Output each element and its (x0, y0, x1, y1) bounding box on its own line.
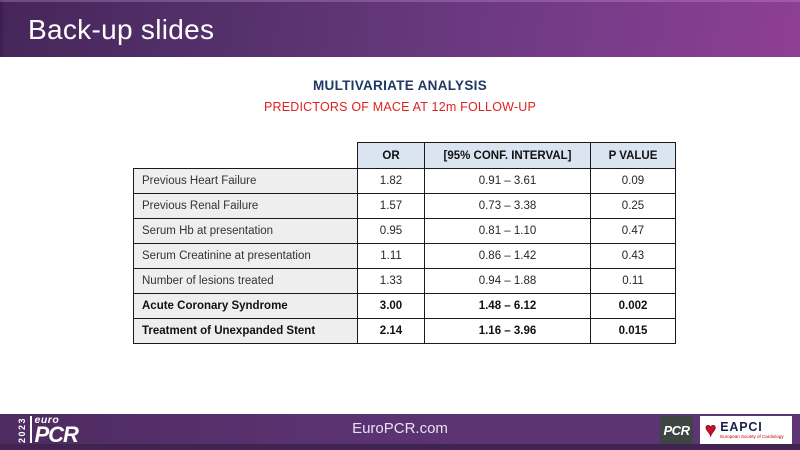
row-ci: 0.91 – 3.61 (424, 168, 591, 194)
row-pvalue: 0.25 (590, 193, 676, 219)
row-label: Previous Renal Failure (133, 193, 358, 219)
logo-euro: euro (34, 414, 60, 426)
table-row: Acute Coronary Syndrome 3.00 1.48 – 6.12… (133, 293, 676, 319)
logo-pcr: PCR (34, 421, 79, 447)
logo-divider (30, 416, 32, 444)
analysis-subtitle: PREDICTORS OF MACE AT 12m FOLLOW-UP (263, 100, 537, 114)
row-pvalue: 0.002 (590, 293, 676, 319)
row-or: 1.82 (357, 168, 425, 194)
heart-icon: ♥ (705, 420, 717, 441)
row-ci: 0.81 – 1.10 (424, 218, 591, 244)
slide-title: Back-up slides (28, 13, 215, 45)
eapci-logo: ♥ EAPCI European Society of Cardiology (700, 416, 792, 445)
row-pvalue: 0.015 (590, 318, 676, 344)
row-label: Number of lesions treated (133, 268, 358, 294)
row-ci: 0.73 – 3.38 (424, 193, 591, 219)
col-header-ci: [95% CONF. INTERVAL] (424, 142, 591, 169)
row-ci: 0.94 – 1.88 (424, 268, 591, 294)
footer-logos: PCR ♥ EAPCI European Society of Cardiolo… (660, 416, 792, 445)
table-row: Number of lesions treated 1.33 0.94 – 1.… (133, 268, 676, 294)
table-row: Previous Heart Failure 1.82 0.91 – 3.61 … (133, 168, 676, 194)
col-header-pvalue: P VALUE (590, 142, 676, 169)
footer-website: EuroPCR.com (352, 420, 448, 437)
results-table: OR [95% CONF. INTERVAL] P VALUE Previous… (133, 142, 676, 344)
table-row: Treatment of Unexpanded Stent 2.14 1.16 … (133, 318, 676, 344)
table-header-row: OR [95% CONF. INTERVAL] P VALUE (134, 142, 676, 169)
row-or: 1.11 (357, 243, 425, 269)
row-or: 1.57 (357, 193, 425, 219)
row-label: Treatment of Unexpanded Stent (133, 318, 358, 344)
row-pvalue: 0.47 (590, 218, 676, 244)
analysis-title: MULTIVARIATE ANALYSIS (312, 78, 488, 93)
row-label: Serum Creatinine at presentation (133, 243, 358, 269)
pcr-badge-logo: PCR (660, 416, 693, 445)
row-label: Previous Heart Failure (133, 168, 358, 194)
row-or: 1.33 (357, 268, 425, 294)
table-row: Previous Renal Failure 1.57 0.73 – 3.38 … (133, 193, 676, 219)
table-corner-cell (134, 143, 358, 169)
row-pvalue: 0.43 (590, 243, 676, 269)
row-or: 2.14 (357, 318, 425, 344)
table-row: Serum Creatinine at presentation 1.11 0.… (133, 243, 676, 269)
row-label: Acute Coronary Syndrome (133, 293, 358, 319)
row-pvalue: 0.09 (590, 168, 676, 194)
eapci-tagline: European Society of Cardiology (720, 434, 784, 440)
footer-bottom-strip (0, 444, 800, 450)
europcr-2023-logo: 2023 euro PCR (17, 414, 79, 447)
row-label: Serum Hb at presentation (133, 218, 358, 244)
footer-bar: 2023 euro PCR EuroPCR.com PCR ♥ EAPCI Eu… (0, 414, 800, 450)
row-pvalue: 0.11 (590, 268, 676, 294)
row-or: 3.00 (357, 293, 425, 319)
row-ci: 0.86 – 1.42 (424, 243, 591, 269)
table-row: Serum Hb at presentation 0.95 0.81 – 1.1… (133, 218, 676, 244)
row-or: 0.95 (357, 218, 425, 244)
eapci-name: EAPCI (720, 420, 763, 435)
header-bar: Back-up slides (0, 0, 800, 57)
footer-content: 2023 euro PCR EuroPCR.com PCR ♥ EAPCI Eu… (0, 414, 800, 447)
col-header-or: OR (357, 142, 425, 169)
row-ci: 1.48 – 6.12 (424, 293, 591, 319)
row-ci: 1.16 – 3.96 (424, 318, 591, 344)
